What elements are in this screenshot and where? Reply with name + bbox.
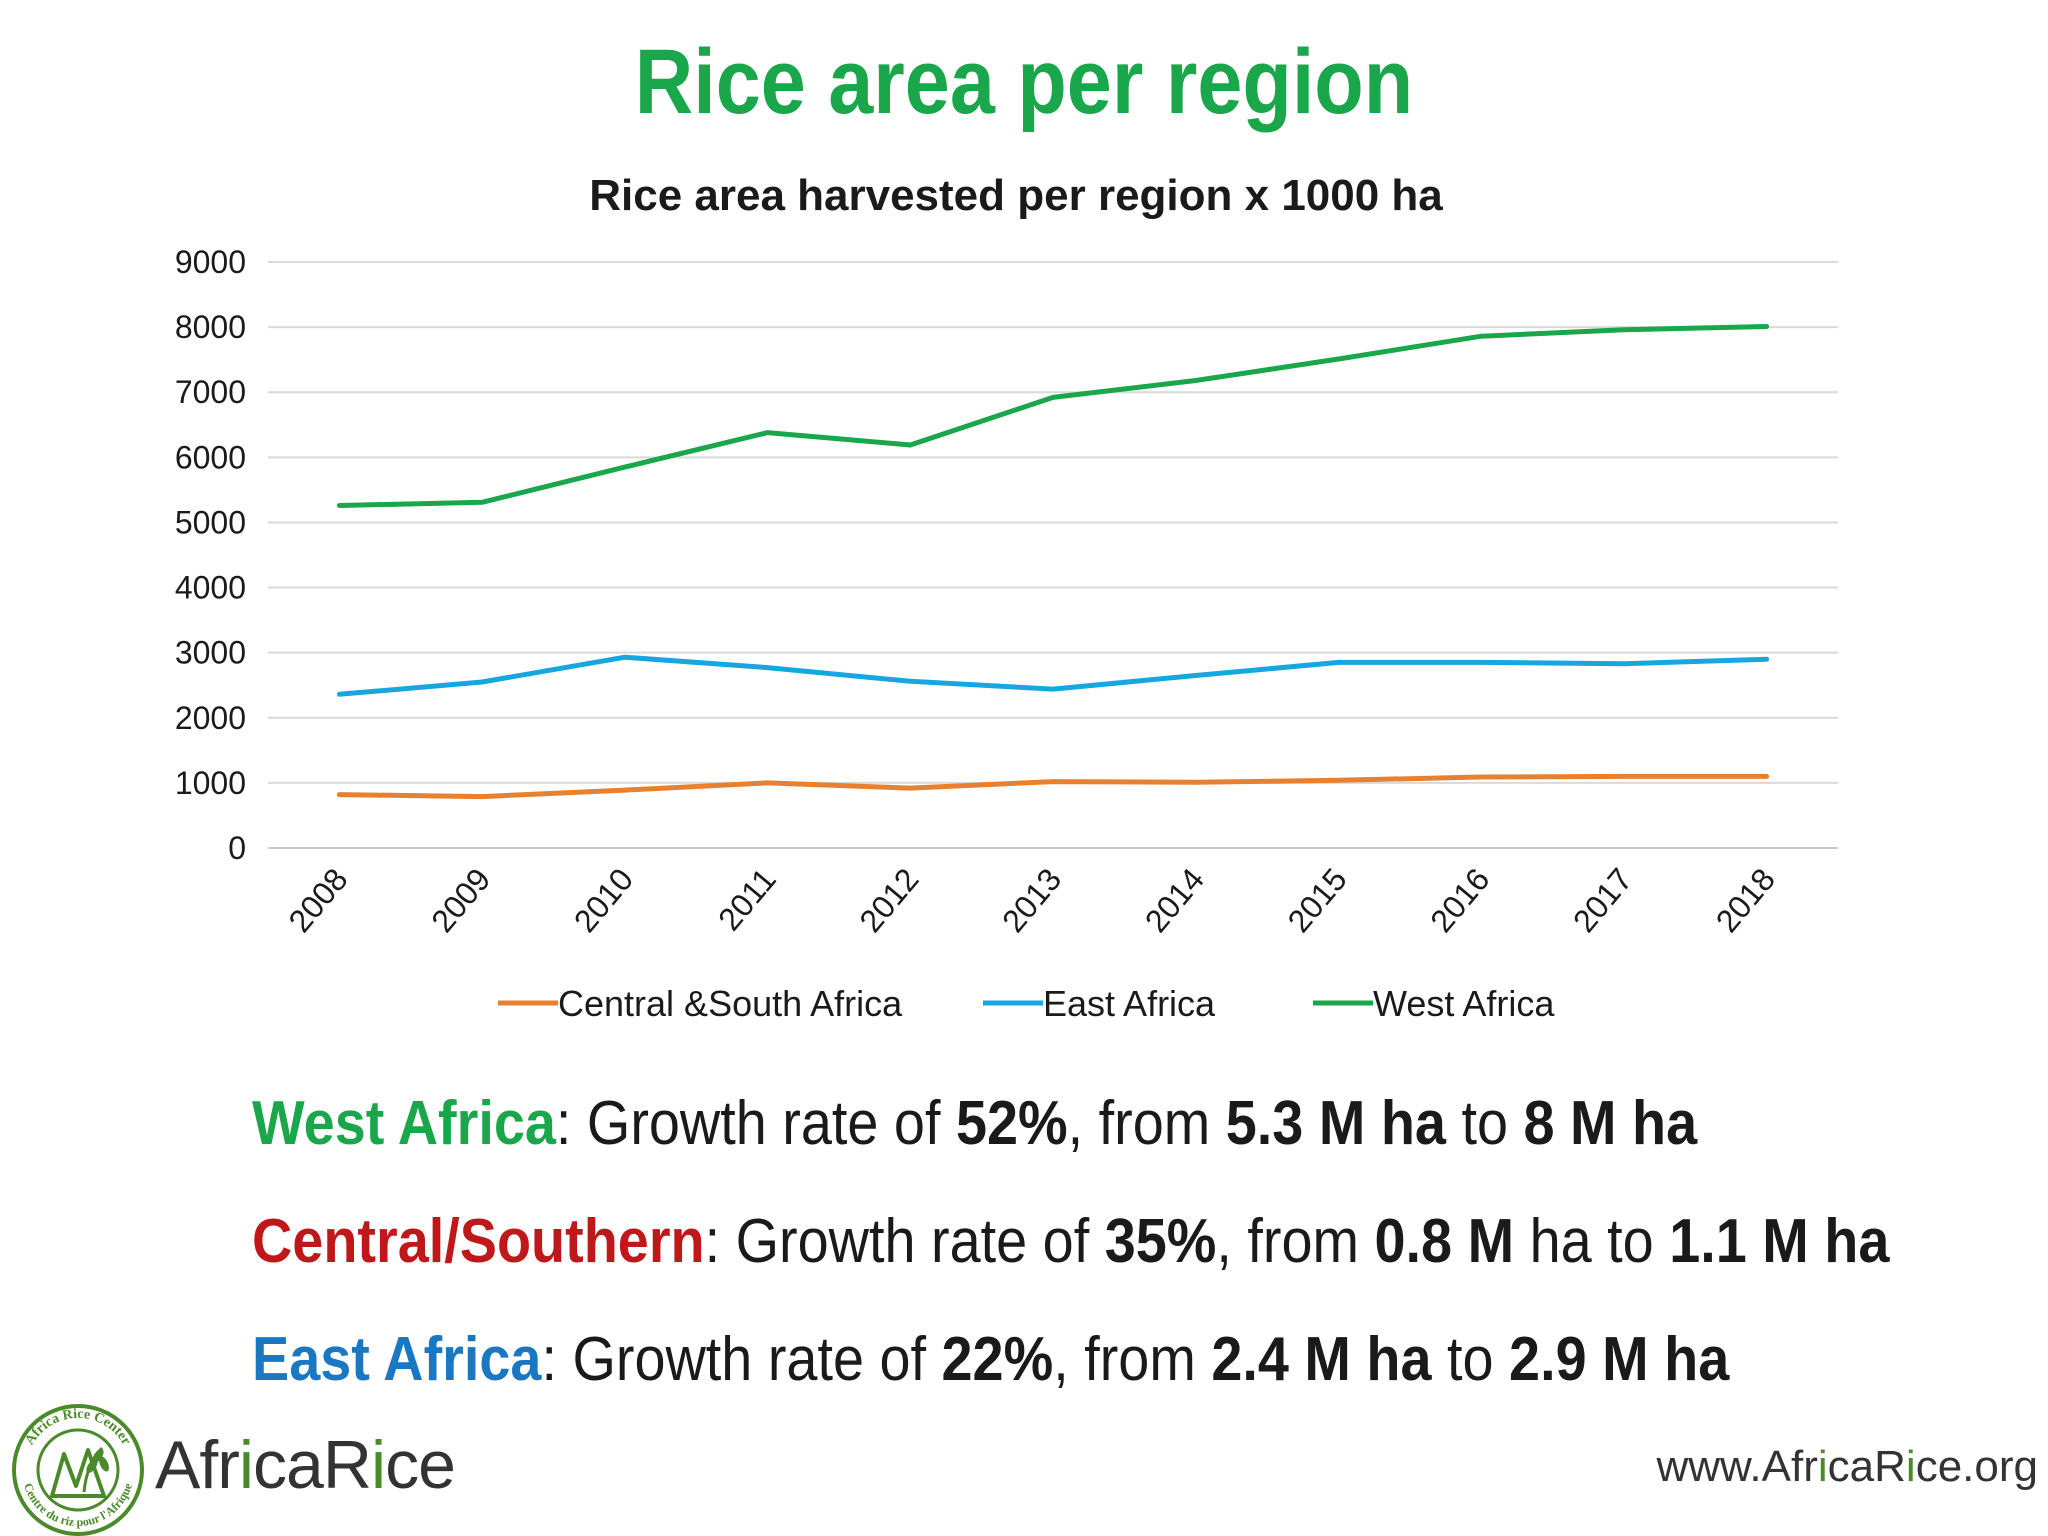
stat-region: Central/Southern xyxy=(252,1207,705,1276)
y-tick-label: 2000 xyxy=(175,700,246,736)
x-tick-label: 2008 xyxy=(281,861,354,939)
x-tick-label: 2014 xyxy=(1138,861,1211,939)
y-tick-label: 1000 xyxy=(175,765,246,801)
stat-west-africa: West Africa: Growth rate of 52%, from 5.… xyxy=(252,1089,1698,1158)
x-tick-label: 2018 xyxy=(1709,861,1782,939)
legend-label: East Africa xyxy=(1043,983,1216,1024)
y-tick-label: 0 xyxy=(228,830,246,866)
legend: Central &South Africa East Africa West Afr… xyxy=(498,983,1555,1024)
line-chart: Rice area harvested per region x 1000 ha… xyxy=(175,171,1838,1024)
y-axis-ticks: 0 1000 2000 3000 4000 5000 6000 7000 8000 9000 xyxy=(175,244,246,866)
series-line xyxy=(336,773,1770,800)
x-tick-label: 2010 xyxy=(567,861,640,939)
legend-label: West Africa xyxy=(1373,983,1555,1024)
africarice-logo-emblem: Africa Rice Center Centre du riz pour l'… xyxy=(12,1404,144,1536)
y-tick-label: 8000 xyxy=(175,309,246,345)
x-tick-label: 2009 xyxy=(424,861,497,939)
x-tick-label: 2012 xyxy=(852,861,925,939)
x-axis-ticks: 2008 2009 2010 2011 2012 2013 2014 2015 2016 2017… xyxy=(281,861,1782,939)
stat-region: East Africa xyxy=(252,1325,542,1394)
legend-label: Central &South Africa xyxy=(558,983,903,1024)
x-tick-label: 2015 xyxy=(1280,861,1353,939)
africarice-logo-text: AfricaRice xyxy=(155,1427,456,1503)
stat-region: West Africa xyxy=(252,1089,556,1158)
y-tick-label: 7000 xyxy=(175,374,246,410)
slide-title: Rice area per region xyxy=(634,31,1414,133)
x-tick-label: 2017 xyxy=(1566,861,1639,939)
gridlines xyxy=(268,261,1838,849)
series-line xyxy=(336,324,1770,508)
series-line xyxy=(336,654,1770,697)
stat-central-southern: Central/Southern: Growth rate of 35%, fr… xyxy=(252,1207,1890,1276)
x-tick-label: 2011 xyxy=(711,861,783,937)
x-tick-label: 2013 xyxy=(995,861,1068,939)
website-url[interactable]: www.AfricaRice.org xyxy=(1656,1442,2039,1491)
y-tick-label: 4000 xyxy=(175,570,246,606)
chart-title: Rice area harvested per region x 1000 ha xyxy=(589,171,1443,220)
series-lines xyxy=(336,324,1770,800)
y-tick-label: 9000 xyxy=(175,244,246,280)
y-tick-label: 6000 xyxy=(175,439,246,475)
stat-east-africa: East Africa: Growth rate of 22%, from 2.… xyxy=(252,1325,1730,1394)
x-tick-label: 2016 xyxy=(1423,861,1496,939)
y-tick-label: 3000 xyxy=(175,635,246,671)
y-tick-label: 5000 xyxy=(175,504,246,540)
